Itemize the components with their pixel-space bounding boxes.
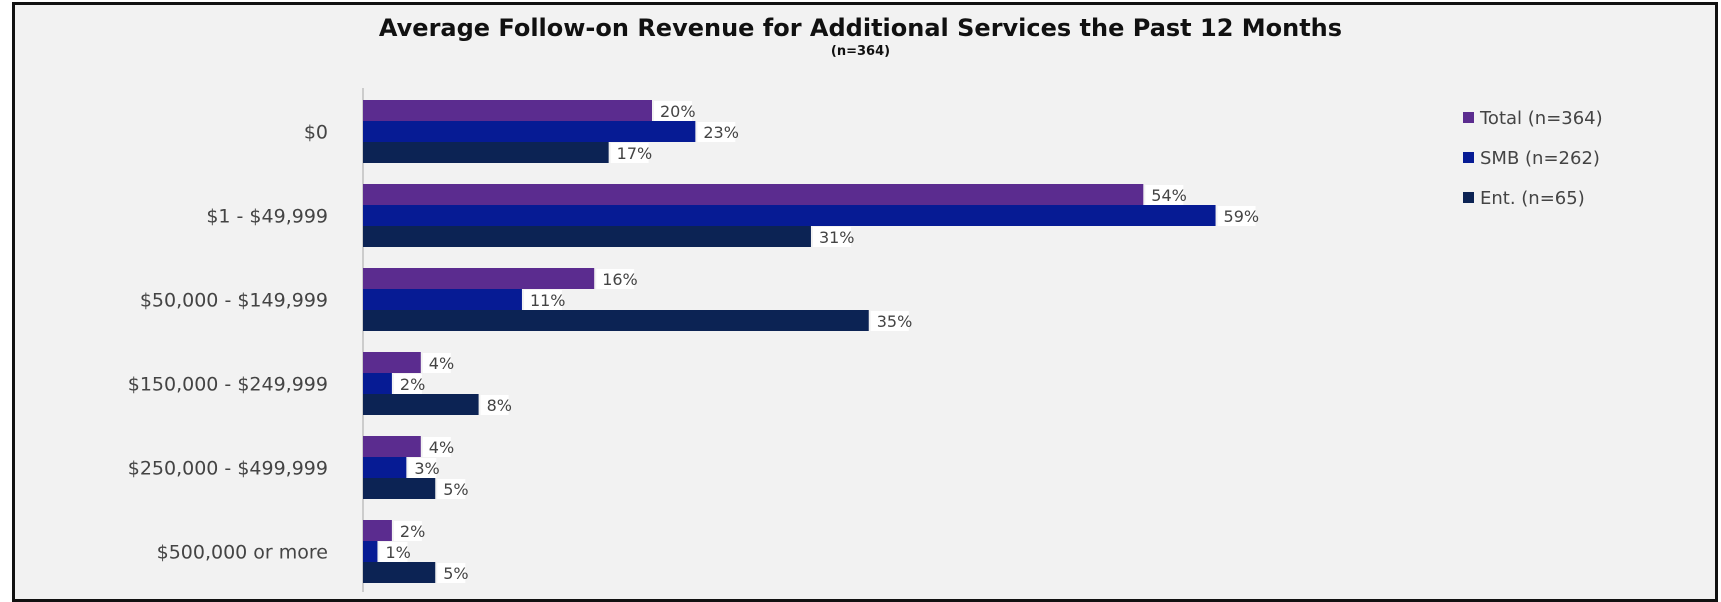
chart-subtitle: (n=364) [830,44,891,59]
category-label: $1 - $49,999 [206,206,328,228]
legend-swatch [1463,192,1474,203]
bar [363,394,479,415]
data-label-background [1145,185,1184,205]
legend-label: Ent. (n=65) [1480,188,1585,209]
chart-legend: Total (n=364) SMB (n=262) Ent. (n=65) [1463,108,1603,209]
category-label: $250,000 - $499,999 [128,458,328,480]
bar [363,562,436,583]
data-label: 1% [385,543,410,562]
bar [363,121,696,142]
bar [363,142,609,163]
bar [363,520,392,541]
bar [363,268,595,289]
data-label-background [422,437,451,457]
data-label-background [610,143,649,163]
data-label-background [393,521,422,541]
bar [363,478,436,499]
data-label: 59% [1224,207,1260,226]
data-label: 54% [1151,186,1187,205]
data-label-background [437,563,466,583]
bar [363,310,869,331]
data-label-background [654,101,692,121]
data-label: 4% [429,438,454,457]
data-label-background [1217,206,1256,226]
data-label-background [480,395,509,415]
category-label: $0 [304,122,328,144]
data-label: 11% [530,291,566,310]
data-label-background [379,542,408,562]
data-label: 2% [400,375,425,394]
bar [363,184,1144,205]
category-label: $150,000 - $249,999 [128,374,328,396]
data-label-background [697,122,736,142]
data-label: 2% [400,522,425,541]
bar [363,352,421,373]
legend-label: SMB (n=262) [1480,148,1600,169]
chart-title: Average Follow-on Revenue for Additional… [378,14,1343,42]
bar [363,289,522,310]
data-label: 23% [703,123,739,142]
data-label-background [870,311,909,331]
data-label-background [422,353,451,373]
bar [363,373,392,394]
data-label: 35% [877,312,913,331]
bar [363,541,378,562]
category-label: $50,000 - $149,999 [140,290,328,312]
data-label: 5% [443,564,468,583]
legend-label: Total (n=364) [1479,108,1603,129]
data-label-background [408,458,437,478]
data-label-background [596,269,635,289]
legend-swatch [1463,152,1474,163]
data-label-background [523,290,562,310]
data-label: 4% [429,354,454,373]
data-label: 17% [617,144,653,163]
bar [363,205,1216,226]
data-label: 16% [602,270,638,289]
data-label: 3% [414,459,439,478]
chart-frame [12,2,1718,602]
data-label: 20% [660,102,696,121]
data-label-background [437,479,466,499]
legend-swatch [1463,112,1474,123]
data-label: 31% [819,228,855,247]
data-label: 5% [443,480,468,499]
bar [363,100,652,121]
category-label: $500,000 or more [157,542,328,564]
data-label: 8% [487,396,512,415]
data-label-background [393,374,422,394]
bar [363,457,407,478]
bar [363,436,421,457]
data-label-background [812,227,851,247]
bar [363,226,811,247]
